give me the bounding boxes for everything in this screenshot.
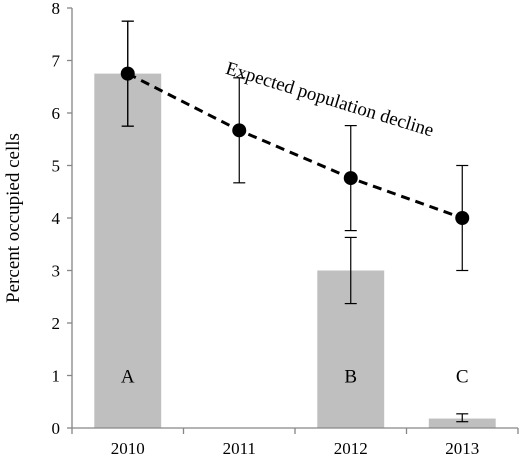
expected-line-layer	[120, 66, 470, 225]
y-axis-label: Percent occupied cells	[3, 133, 24, 303]
line-annotation: Expected population decline	[223, 58, 436, 141]
x-tick-label-2010: 2010	[111, 439, 145, 458]
y-ticks: 0 1 2 3 4 5 6 7 8	[52, 0, 72, 438]
y-tick-label-8: 8	[52, 0, 61, 18]
bar-2010	[94, 73, 162, 428]
y-tick-label-7: 7	[52, 52, 61, 71]
expected-point-2012	[343, 171, 358, 186]
y-tick-label-4: 4	[52, 209, 61, 228]
bar-letter-C: C	[456, 367, 469, 388]
bar-letter-A: A	[121, 367, 135, 388]
expected-point-2011	[232, 123, 247, 138]
bar-labels-layer: A B C	[121, 367, 469, 388]
y-tick-label-2: 2	[52, 314, 61, 333]
y-tick-label-1: 1	[52, 367, 61, 386]
bars-layer	[94, 73, 496, 428]
x-tick-label-2012: 2012	[334, 439, 368, 458]
expected-point-2013	[455, 211, 470, 225]
y-tick-label-5: 5	[52, 157, 61, 176]
x-tick-label-2011: 2011	[223, 439, 256, 458]
x-tick-label-2013: 2013	[445, 439, 479, 458]
expected-point-2010	[120, 66, 135, 81]
y-tick-label-3: 3	[52, 262, 61, 281]
y-tick-label-6: 6	[52, 104, 61, 123]
y-tick-label-0: 0	[52, 419, 61, 438]
expected-decline-line	[127, 72, 463, 220]
x-ticks: 2010 2011 2012 2013	[71, 428, 519, 458]
bar-2013	[428, 418, 496, 428]
bar-letter-B: B	[344, 367, 357, 388]
